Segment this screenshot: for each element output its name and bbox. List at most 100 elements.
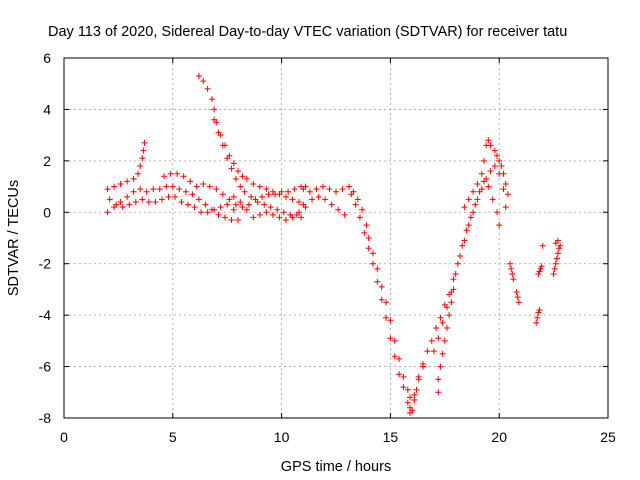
x-axis-label: GPS time / hours [281,459,391,475]
data-point [400,373,407,380]
data-point [551,265,558,272]
data-point [124,178,131,185]
data-point [463,227,470,234]
data-point [433,325,440,331]
data-point [230,193,237,200]
data-point [322,196,329,203]
data-point [491,163,498,169]
data-point [515,299,522,306]
data-point [263,186,270,193]
data-point [117,181,124,187]
data-point [534,314,541,321]
data-point [536,307,543,313]
data-point [450,286,457,293]
data-point [106,196,113,203]
y-tick-label: -8 [39,410,52,426]
data-point [537,265,544,272]
grid-lines [64,58,608,418]
data-point [228,165,235,172]
data-point [198,209,205,216]
data-point [200,78,207,85]
data-point [269,188,276,195]
data-point [470,188,477,195]
data-point [491,147,498,154]
data-point [296,209,303,216]
data-point [500,170,507,177]
data-point [415,376,422,383]
data-point [182,188,189,195]
y-tick-label: 0 [43,204,51,220]
data-point [230,206,237,213]
data-point [178,199,185,205]
data-point [191,204,198,211]
data-point [104,209,111,216]
data-point [435,389,442,396]
data-point [263,209,270,216]
data-point [457,253,464,259]
data-point [282,217,289,223]
data-point [169,183,176,190]
data-point [280,209,287,216]
data-point [514,294,521,301]
data-point [237,183,244,190]
data-point [341,211,348,218]
data-point [406,394,413,401]
chart-title: Day 113 of 2020, Sidereal Day-to-day VTE… [48,24,567,40]
data-point [235,217,242,223]
data-point [538,263,545,270]
data-point [161,173,168,180]
data-point [369,250,376,257]
data-point [348,191,355,198]
data-point [195,196,202,203]
data-point [474,196,481,203]
data-point [306,188,313,195]
data-point [478,186,485,193]
data-point [224,201,231,208]
data-point [359,206,366,213]
data-point [459,242,466,249]
series-arc-p [550,237,564,277]
data-point [185,201,192,208]
data-point [111,183,118,190]
data-point [222,214,229,221]
data-point [326,186,333,193]
data-point [130,188,137,195]
data-point [478,170,485,177]
data-point [424,348,431,355]
data-point [134,170,141,177]
data-point [211,206,218,213]
data-point [556,245,563,252]
data-point [145,199,152,205]
data-point [243,206,250,213]
data-point [239,204,246,211]
data-point [435,376,442,383]
data-point [289,214,296,221]
data-point [302,204,309,211]
data-point [319,183,326,190]
data-point [309,196,316,203]
data-point [428,337,435,344]
data-point [211,116,218,123]
data-point [189,191,196,198]
data-point [404,399,411,406]
data-point [472,201,479,208]
data-point [502,181,509,187]
data-point [202,201,209,208]
data-point [437,314,444,321]
data-point [354,196,361,203]
data-point [413,386,420,393]
data-point [411,391,418,398]
data-point [356,214,363,221]
x-tick-label: 20 [491,429,507,445]
data-point [485,137,492,144]
data-point [137,186,144,193]
data-point [387,317,394,324]
data-point [557,242,564,249]
data-point [513,289,520,295]
data-point [211,106,218,113]
data-point [452,271,459,277]
data-point [461,237,468,244]
series-arc-h [300,183,413,401]
data-point [333,188,339,195]
data-point [285,188,292,195]
